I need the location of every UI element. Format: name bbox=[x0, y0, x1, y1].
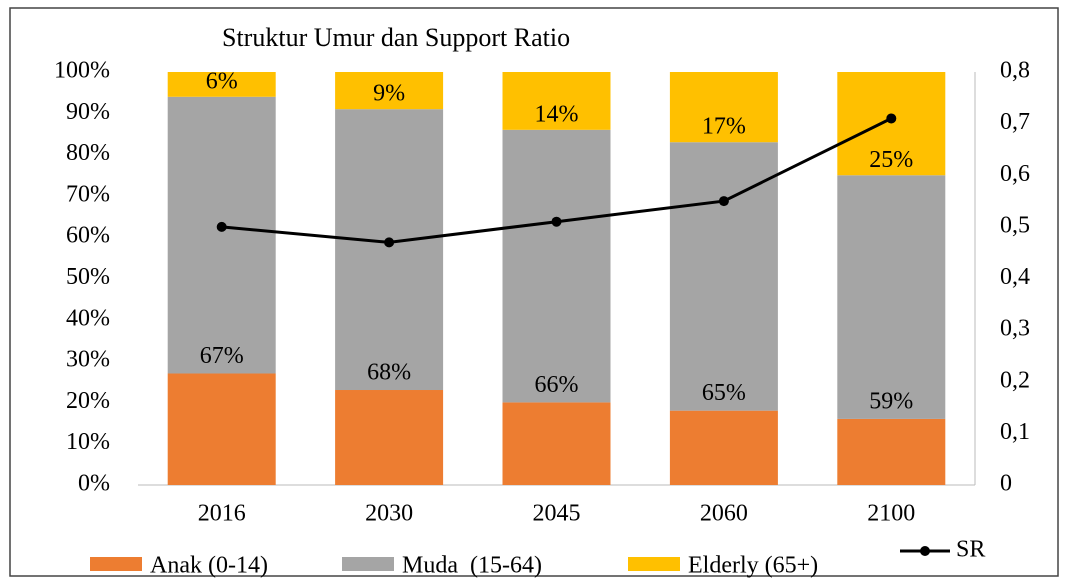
bar-segment bbox=[669, 410, 778, 485]
legend-swatch bbox=[90, 557, 142, 571]
data-label: 17% bbox=[702, 114, 746, 140]
data-label: 9% bbox=[373, 81, 405, 107]
bar-segment bbox=[669, 72, 778, 143]
legend-label: Elderly (65+) bbox=[688, 553, 818, 579]
line-marker bbox=[384, 237, 395, 248]
bar-segment bbox=[669, 142, 778, 411]
x-tick-label: 2060 bbox=[700, 501, 748, 527]
legend-label: SR bbox=[956, 537, 985, 563]
line-marker bbox=[216, 221, 227, 232]
data-label: 25% bbox=[869, 147, 913, 173]
data-label: 59% bbox=[869, 388, 913, 414]
x-tick-label: 2045 bbox=[533, 501, 581, 527]
bar-segment bbox=[335, 72, 444, 110]
bar-segment bbox=[837, 175, 946, 419]
y-tick-label: 100% bbox=[54, 58, 110, 84]
y2-tick-label: 0,4 bbox=[1000, 264, 1030, 290]
y2-tick-label: 0 bbox=[1000, 471, 1012, 497]
bar-segment bbox=[335, 109, 444, 391]
legend-swatch bbox=[628, 557, 680, 571]
y2-tick-label: 0,1 bbox=[1000, 419, 1030, 445]
x-tick-label: 2100 bbox=[867, 501, 915, 527]
line-marker bbox=[551, 216, 562, 227]
y-tick-label: 50% bbox=[66, 264, 110, 290]
y2-tick-label: 0,2 bbox=[1000, 367, 1030, 393]
data-label: 14% bbox=[535, 101, 579, 127]
y-tick-label: 20% bbox=[66, 388, 110, 414]
legend-swatch bbox=[920, 546, 930, 556]
y-tick-label: 80% bbox=[66, 140, 110, 166]
bar-segment bbox=[837, 72, 946, 176]
y-tick-label: 60% bbox=[66, 223, 110, 249]
legend-label: Anak (0-14) bbox=[150, 553, 268, 579]
legend-swatch bbox=[342, 557, 394, 571]
data-label: 67% bbox=[200, 343, 244, 369]
bar-segment bbox=[502, 72, 611, 130]
y2-tick-label: 0,8 bbox=[1000, 58, 1030, 84]
y2-tick-label: 0,5 bbox=[1000, 212, 1030, 238]
line-marker bbox=[886, 113, 897, 124]
bar-segment bbox=[335, 390, 444, 485]
y-tick-label: 90% bbox=[66, 99, 110, 125]
bar-segment bbox=[837, 418, 946, 485]
data-label: 6% bbox=[206, 68, 238, 94]
y-tick-label: 40% bbox=[66, 305, 110, 331]
bar-segment bbox=[167, 96, 276, 374]
y-tick-label: 70% bbox=[66, 181, 110, 207]
y-tick-label: 0% bbox=[78, 471, 110, 497]
y-tick-label: 10% bbox=[66, 429, 110, 455]
bar-segment bbox=[167, 373, 276, 485]
y2-tick-label: 0,6 bbox=[1000, 161, 1030, 187]
chart-title: Struktur Umur dan Support Ratio bbox=[222, 23, 570, 52]
y2-tick-label: 0,3 bbox=[1000, 316, 1030, 342]
x-tick-label: 2030 bbox=[365, 501, 413, 527]
bar-segment bbox=[502, 129, 611, 403]
x-tick-label: 2016 bbox=[198, 501, 246, 527]
line-marker bbox=[718, 196, 729, 207]
legend-label: Muda (15-64) bbox=[402, 553, 542, 579]
bar-segment bbox=[167, 72, 276, 97]
y-tick-label: 30% bbox=[66, 347, 110, 373]
data-label: 66% bbox=[535, 372, 579, 398]
y2-tick-label: 0,7 bbox=[1000, 109, 1030, 135]
data-label: 65% bbox=[702, 380, 746, 406]
data-label: 68% bbox=[367, 360, 411, 386]
bar-segment bbox=[502, 402, 611, 485]
